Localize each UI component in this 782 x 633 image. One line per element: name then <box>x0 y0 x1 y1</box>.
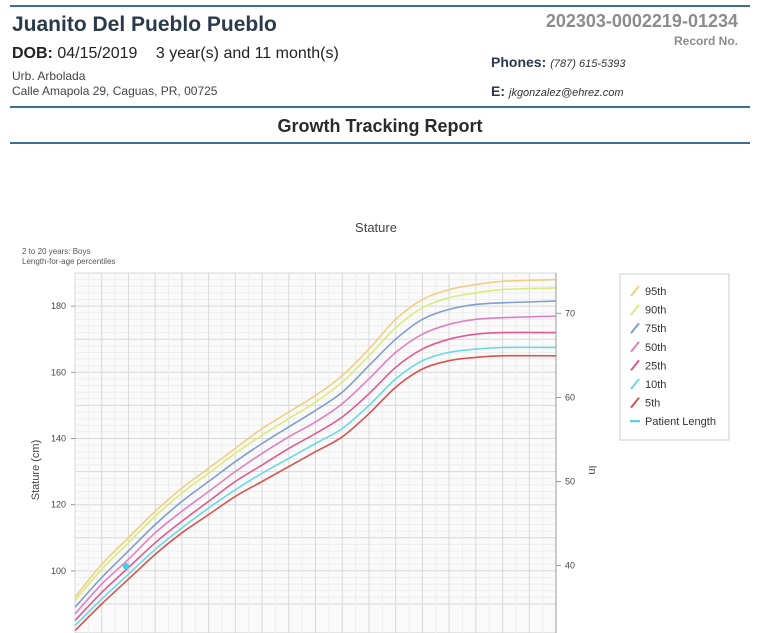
legend-label-75th: 75th <box>645 323 666 335</box>
series-line-50th <box>75 315 556 615</box>
chart-subtitle-1: 2 to 20 years: Boys <box>22 247 90 256</box>
y-tick-label: 120 <box>51 500 66 510</box>
y-tick-label: 180 <box>51 301 66 311</box>
chart-series-lines <box>75 278 556 632</box>
phones-label: Phones: <box>491 54 547 70</box>
y-axis-title: Stature (cm) <box>30 440 42 501</box>
y2-tick-label: 40 <box>565 561 575 571</box>
header-bottom-rule <box>10 142 750 144</box>
email-address[interactable]: jkgonzalez@ehrez.com <box>509 87 624 99</box>
chart-subtitle-2: Length-for-age percentiles <box>22 257 115 266</box>
y-tick-label: 100 <box>51 566 66 576</box>
series-line-5th <box>75 354 556 632</box>
email-label: E: <box>491 83 505 99</box>
series-line-95th <box>75 278 556 598</box>
patient-length-point <box>122 562 129 570</box>
legend-swatch-50th <box>630 341 640 353</box>
legend-swatch-25th <box>630 359 640 372</box>
chart-legend: 95th 90th 75th 50th 25th 10th 5th Patient Lengt… <box>619 273 730 441</box>
legend-swatch-90th <box>630 303 640 316</box>
legend-swatch-75th <box>630 322 640 334</box>
series-line-25th <box>75 331 556 622</box>
y2-axis-title: In <box>586 465 598 474</box>
legend-swatch-5th <box>630 396 640 409</box>
dob-line: DOB: 04/15/2019 3 year(s) and 11 month(s… <box>12 45 339 63</box>
series-line-10th <box>75 346 556 627</box>
chart-grid <box>74 272 557 633</box>
legend-label-5th: 5th <box>645 398 660 410</box>
y-tick-label: 160 <box>51 367 66 377</box>
series-line-90th <box>75 287 556 602</box>
legend-swatch-95th <box>630 285 640 297</box>
legend-label-patient: Patient Length <box>645 416 716 428</box>
email-line: E: jkgonzalez@ehrez.com <box>491 83 624 99</box>
chart-ticks: 100 120 140 160 180 40 50 60 70 <box>51 273 575 633</box>
legend-label-50th: 50th <box>645 342 666 354</box>
report-title: Growth Tracking Report <box>277 116 483 136</box>
y-tick-label: 140 <box>51 434 66 444</box>
address-line-1: Urb. Arbolada <box>12 69 86 83</box>
y2-tick-label: 70 <box>565 308 575 318</box>
header-mid-rule <box>10 106 750 108</box>
legend-label-10th: 10th <box>645 379 666 391</box>
address-line-2: Calle Amapola 29, Caguas, PR, 00725 <box>12 84 218 98</box>
dob-value: 04/15/2019 <box>57 45 138 62</box>
phones-line: Phones: (787) 615-5393 <box>491 54 625 70</box>
legend-label-25th: 25th <box>645 360 666 372</box>
record-number: 202303-0002219-01234 <box>545 11 738 31</box>
y2-tick-label: 60 <box>565 392 575 402</box>
legend-label-90th: 90th <box>645 305 666 317</box>
header-top-rule <box>10 5 750 7</box>
patient-name: Juanito Del Pueblo Pueblo <box>12 13 277 36</box>
phone-number: (787) 615-5393 <box>550 58 626 70</box>
patient-age: 3 year(s) and 11 month(s) <box>155 45 339 62</box>
dob-label: DOB: <box>12 45 53 62</box>
series-line-75th <box>75 300 556 608</box>
legend-label-95th: 95th <box>645 286 666 298</box>
legend-swatch-10th <box>630 378 640 390</box>
chart-title: Stature <box>355 220 397 235</box>
record-number-label: Record No. <box>673 34 738 48</box>
y2-tick-label: 50 <box>565 477 575 487</box>
legend-box <box>619 273 730 441</box>
